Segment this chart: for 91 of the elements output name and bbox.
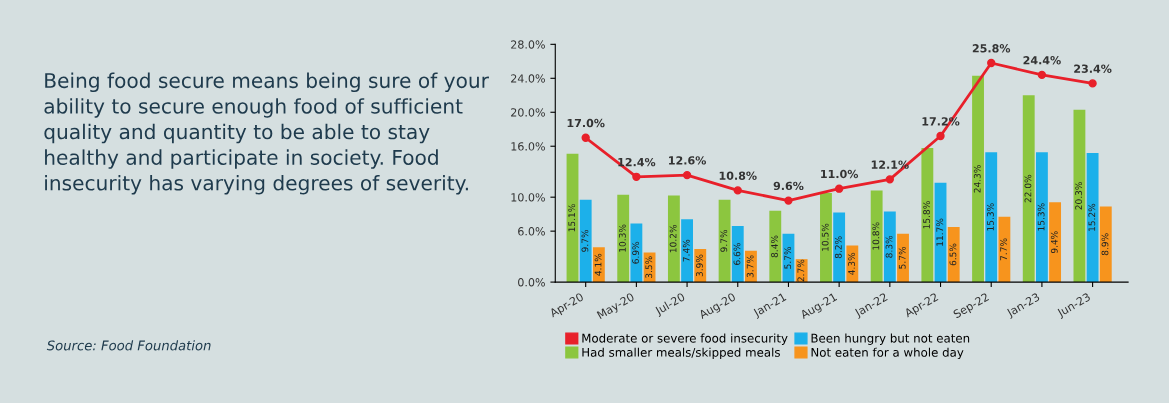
bar [921,147,934,283]
data-label: 10.8% [719,171,757,180]
data-label: 10.2% [669,224,677,253]
bar [718,199,731,283]
data-label: 4.3% [848,252,855,275]
bar [630,223,643,283]
data-label: 3.9% [696,254,703,277]
data-label: 7.7% [1000,238,1008,261]
data-label: 23.4% [1074,64,1112,73]
data-label: 10.3% [618,224,626,252]
point [834,184,844,193]
bar [1099,206,1112,283]
data-label: 11.7% [936,218,944,246]
data-label: 10.8% [872,222,880,250]
data-label: 15.3% [987,203,994,231]
bar [1049,202,1062,283]
legend-label: Not eaten for a whole day [811,347,964,360]
point [632,172,641,181]
bar [947,226,960,283]
bar [681,219,693,283]
data-label: 15.1% [568,204,576,232]
data-label: 3.7% [746,255,754,278]
data-label: 6.5% [949,243,957,266]
source-note: Source: Food Foundation [46,340,211,351]
data-label: 15.2% [1088,203,1096,231]
bar [1073,109,1086,283]
data-label: 11.0% [821,169,859,179]
y-tick-label: 16.0% [511,142,545,151]
point [1088,79,1097,88]
data-label: 6.9% [632,241,639,264]
data-label: 8.3% [885,235,893,258]
y-tick-label: 20.0% [511,108,545,117]
data-label: 4.1% [594,253,602,276]
bar [731,226,744,283]
y-tick-label: 10.0% [511,193,545,202]
point [581,133,590,142]
data-label: 24.4% [1023,56,1061,65]
data-label: 15.8% [923,201,930,229]
data-label: 2.7% [797,259,805,282]
bar [769,210,782,283]
legend-label: Had smaller meals/skipped meals [582,347,780,360]
bar [998,216,1011,283]
point [885,175,895,184]
data-label: 8.9% [1101,233,1109,256]
data-label: 8.2% [834,236,842,259]
data-label: 10.5% [821,223,829,251]
point [1037,70,1047,80]
bar [972,75,984,283]
data-label: 3.5% [645,256,653,279]
point [733,186,742,195]
bar [579,199,592,283]
data-label: 22.0% [1024,174,1032,203]
data-label: 8.4% [771,235,778,258]
y-tick-label: 28.0% [511,40,545,49]
bar [667,195,680,283]
data-label: 9.6% [773,181,804,191]
point [784,196,793,205]
data-label: 25.8% [972,44,1011,53]
legend-label: Been hungry but not eaten [811,333,970,345]
bar [820,192,832,283]
y-tick-label: 0.0% [518,278,545,287]
bar [883,211,896,283]
data-label: 9.7% [581,229,589,252]
data-label: 7.4% [682,239,690,262]
bar [985,152,998,283]
point [987,58,996,68]
data-label: 12.6% [669,156,706,165]
data-label: 9.7% [720,229,728,252]
data-label: 6.6% [733,243,741,265]
bar [592,247,605,283]
data-label: 17.0% [567,118,605,128]
data-label: 24.3% [973,165,981,193]
data-label: 15.3% [1037,203,1045,231]
legend-label: Moderate or severe food insecurity [582,333,788,345]
bar [897,233,909,283]
data-label: 20.3% [1075,182,1083,210]
point [682,170,692,180]
data-label: 9.4% [1050,231,1058,254]
bar [617,194,630,283]
bar [833,212,846,283]
y-tick-label: 6.0% [518,227,545,236]
bar [870,190,883,283]
data-label: 12.4% [618,157,656,167]
bar [1022,95,1035,283]
data-label: 5.7% [784,246,792,269]
point [936,131,945,141]
data-label: 5.7% [898,246,906,269]
y-tick-label: 24.0% [511,74,545,83]
bar [1035,152,1048,283]
bar [1086,153,1099,283]
text: Being food secure means being sure of your ability to secure enough food of sufficient quality and quantity to be able to stay healthy and participate in society. Food insecurity has varying degrees of severity. [44,72,489,195]
